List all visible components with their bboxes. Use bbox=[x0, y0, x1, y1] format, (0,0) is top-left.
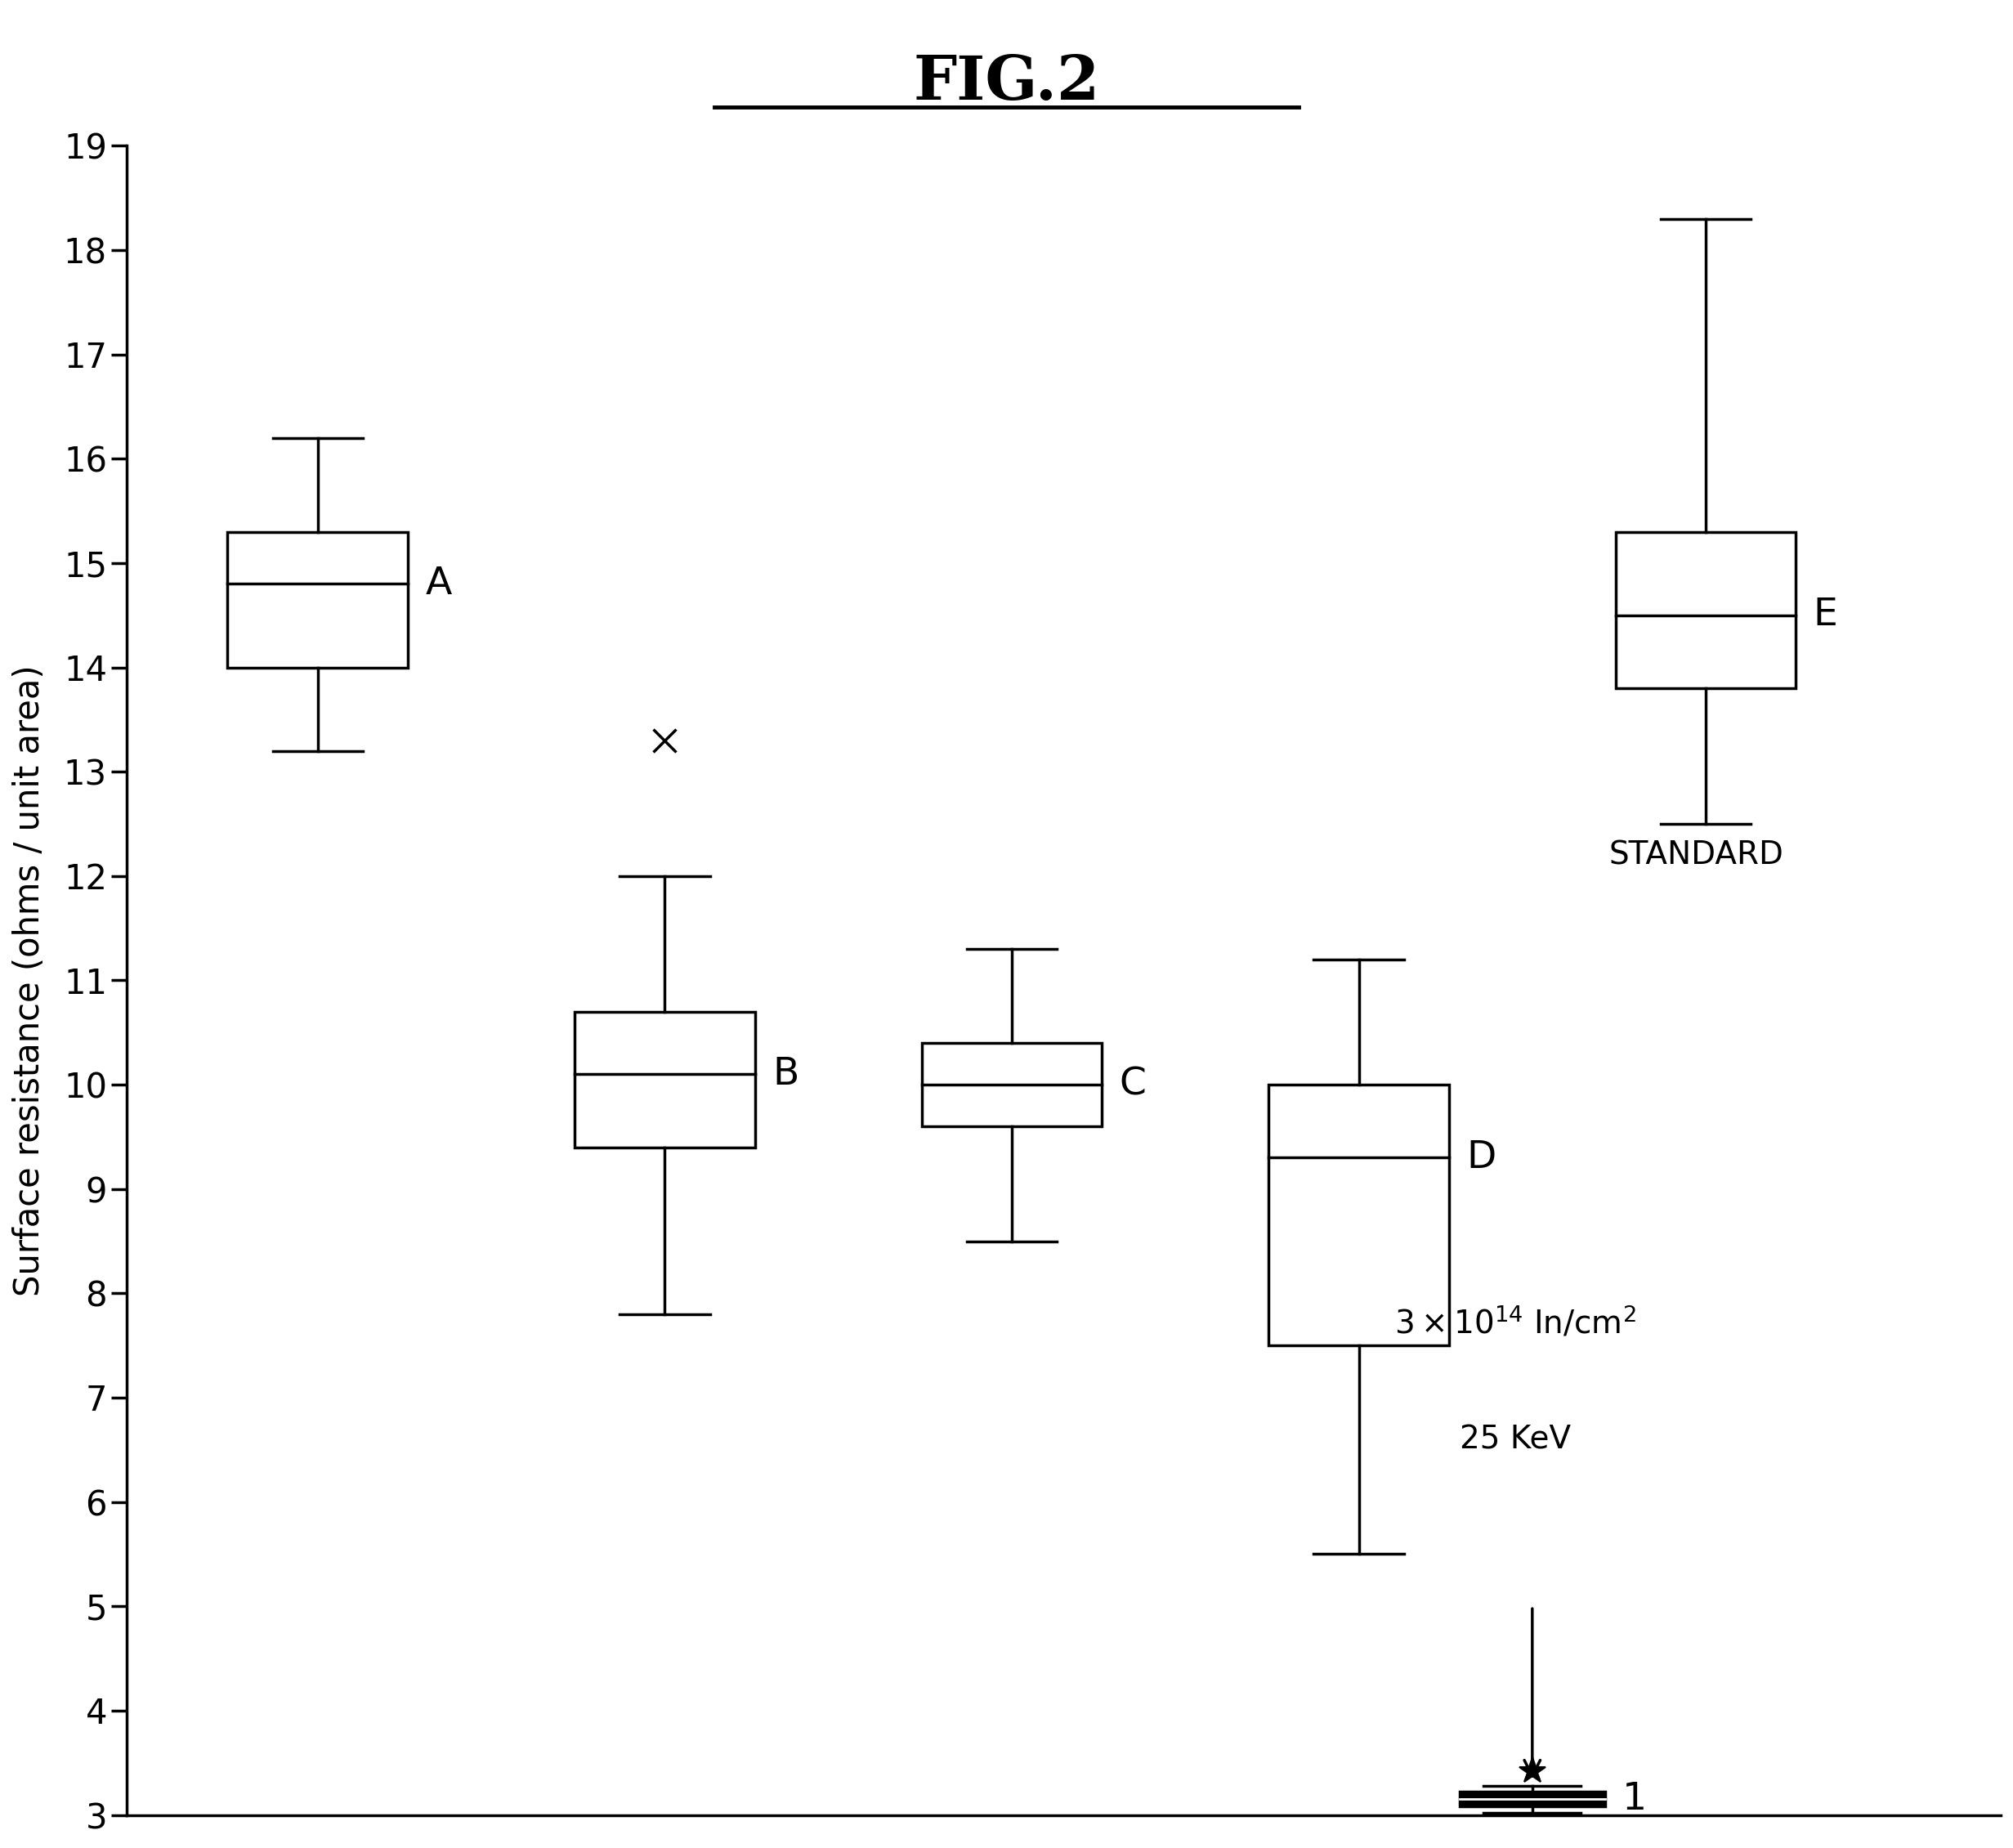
Text: STANDARD: STANDARD bbox=[1608, 839, 1784, 870]
Bar bbox=[227, 532, 409, 667]
Text: A: A bbox=[425, 565, 451, 602]
Text: B: B bbox=[773, 1055, 799, 1092]
Text: C: C bbox=[1119, 1066, 1145, 1103]
Text: E: E bbox=[1814, 597, 1838, 634]
Text: D: D bbox=[1465, 1140, 1496, 1175]
Y-axis label: Surface resistance (ohms / unit area): Surface resistance (ohms / unit area) bbox=[12, 665, 46, 1295]
Bar bbox=[922, 1042, 1101, 1127]
Text: 1: 1 bbox=[1622, 1781, 1647, 1818]
Bar bbox=[1268, 1085, 1449, 1345]
Text: FIG.2: FIG.2 bbox=[914, 54, 1099, 113]
Bar bbox=[574, 1011, 755, 1148]
Text: 25 KeV: 25 KeV bbox=[1459, 1425, 1570, 1454]
Bar bbox=[1616, 532, 1796, 687]
Bar bbox=[1459, 1793, 1604, 1807]
Text: $3\times10^{14}$ In/cm$^{2}$: $3\times10^{14}$ In/cm$^{2}$ bbox=[1395, 1305, 1637, 1340]
